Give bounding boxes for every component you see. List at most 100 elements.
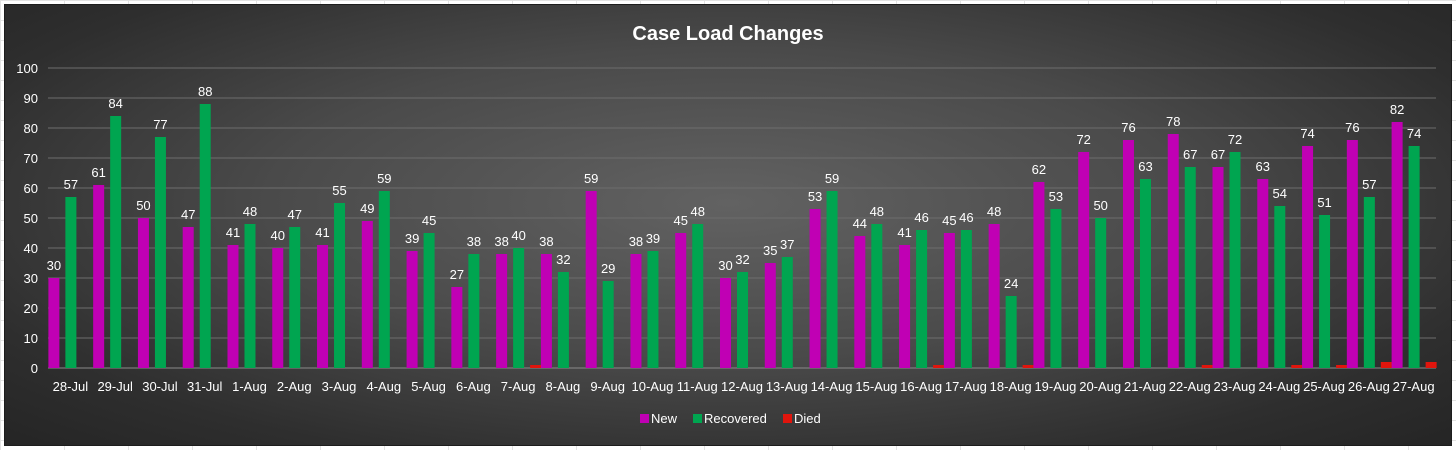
data-label-new: 27 <box>450 267 464 282</box>
data-label-recovered: 59 <box>377 171 391 186</box>
bar-new-4-Aug <box>361 221 373 368</box>
data-label-recovered: 32 <box>735 252 749 267</box>
bar-new-11-Aug <box>675 233 687 368</box>
bar-new-29-Jul <box>93 185 105 368</box>
bar-died-27-Aug <box>1425 362 1437 368</box>
data-label-new: 35 <box>763 243 777 258</box>
bar-new-8-Aug <box>540 254 552 368</box>
bar-recovered-17-Aug <box>960 230 972 368</box>
bar-new-16-Aug <box>899 245 911 368</box>
x-tick-label: 26-Aug <box>1348 379 1390 394</box>
bar-new-26-Aug <box>1346 140 1358 368</box>
data-label-new: 44 <box>853 216 867 231</box>
bar-recovered-11-Aug <box>692 224 704 368</box>
bar-recovered-6-Aug <box>468 254 480 368</box>
bar-new-31-Jul <box>182 227 194 368</box>
x-tick-label: 3-Aug <box>322 379 357 394</box>
x-tick-label: 6-Aug <box>456 379 491 394</box>
legend-swatch-died <box>783 414 792 423</box>
y-tick-label: 10 <box>24 331 38 346</box>
data-label-recovered: 63 <box>1138 159 1152 174</box>
bar-new-6-Aug <box>451 287 463 368</box>
bar-died-16-Aug <box>933 365 945 368</box>
bar-recovered-31-Jul <box>199 104 211 368</box>
data-label-recovered: 54 <box>1273 186 1287 201</box>
data-label-recovered: 46 <box>914 210 928 225</box>
bar-new-10-Aug <box>630 254 642 368</box>
data-label-recovered: 88 <box>198 84 212 99</box>
bar-recovered-26-Aug <box>1363 197 1375 368</box>
bar-new-28-Jul <box>48 278 60 368</box>
data-label-new: 53 <box>808 189 822 204</box>
bar-new-23-Aug <box>1212 167 1224 368</box>
bar-new-25-Aug <box>1302 146 1314 368</box>
legend-label-new[interactable]: New <box>651 411 678 426</box>
bar-recovered-9-Aug <box>602 281 614 368</box>
data-label-recovered: 67 <box>1183 147 1197 162</box>
data-label-new: 38 <box>494 234 508 249</box>
data-label-recovered: 55 <box>332 183 346 198</box>
data-label-recovered: 37 <box>780 237 794 252</box>
x-tick-label: 2-Aug <box>277 379 312 394</box>
bar-recovered-4-Aug <box>378 191 390 368</box>
bar-recovered-23-Aug <box>1229 152 1241 368</box>
data-label-new: 41 <box>226 225 240 240</box>
legend-label-recovered[interactable]: Recovered <box>704 411 767 426</box>
data-label-recovered: 40 <box>511 228 525 243</box>
legend[interactable]: New Recovered Died <box>640 411 821 426</box>
x-tick-label: 13-Aug <box>766 379 808 394</box>
data-label-new: 61 <box>91 165 105 180</box>
bar-recovered-12-Aug <box>737 272 748 368</box>
bar-recovered-28-Jul <box>65 197 77 368</box>
data-label-new: 63 <box>1256 159 1270 174</box>
legend-swatch-recovered <box>693 414 702 423</box>
y-tick-label: 60 <box>24 181 38 196</box>
data-label-new: 39 <box>405 231 419 246</box>
legend-label-died[interactable]: Died <box>794 411 821 426</box>
data-label-new: 74 <box>1300 126 1314 141</box>
data-label-recovered: 50 <box>1093 198 1107 213</box>
bar-recovered-27-Aug <box>1408 146 1420 368</box>
data-label-recovered: 47 <box>288 207 302 222</box>
x-tick-label: 30-Jul <box>142 379 178 394</box>
bar-recovered-3-Aug <box>334 203 346 368</box>
x-tick-label: 11-Aug <box>677 379 718 394</box>
data-label-recovered: 53 <box>1049 189 1063 204</box>
data-label-new: 82 <box>1390 102 1404 117</box>
bar-new-27-Aug <box>1391 122 1403 368</box>
data-label-new: 40 <box>271 228 285 243</box>
bar-recovered-14-Aug <box>826 191 838 368</box>
bar-new-18-Aug <box>988 224 1000 368</box>
bar-new-19-Aug <box>1033 182 1045 368</box>
bar-new-13-Aug <box>764 263 776 368</box>
data-label-new: 45 <box>942 213 956 228</box>
bar-died-25-Aug <box>1336 365 1348 368</box>
x-tick-label: 16-Aug <box>900 379 942 394</box>
x-tick-label: 1-Aug <box>232 379 267 394</box>
x-tick-label: 8-Aug <box>546 379 581 394</box>
data-label-recovered: 48 <box>243 204 257 219</box>
data-label-recovered: 39 <box>646 231 660 246</box>
bar-recovered-7-Aug <box>513 248 525 368</box>
bar-new-3-Aug <box>317 245 329 368</box>
data-label-recovered: 77 <box>153 117 167 132</box>
bar-recovered-25-Aug <box>1319 215 1331 368</box>
bar-recovered-20-Aug <box>1095 218 1107 368</box>
data-label-new: 41 <box>897 225 911 240</box>
bar-new-5-Aug <box>406 251 418 368</box>
data-label-recovered: 59 <box>825 171 839 186</box>
x-tick-label: 4-Aug <box>366 379 401 394</box>
bar-new-24-Aug <box>1257 179 1269 368</box>
y-tick-label: 40 <box>24 241 38 256</box>
bar-new-7-Aug <box>496 254 508 368</box>
data-label-new: 59 <box>584 171 598 186</box>
bar-recovered-30-Jul <box>154 137 166 368</box>
data-label-new: 78 <box>1166 114 1180 129</box>
x-tick-label: 19-Aug <box>1034 379 1076 394</box>
bar-recovered-1-Aug <box>244 224 256 368</box>
x-tick-label: 20-Aug <box>1079 379 1121 394</box>
x-tick-label: 21-Aug <box>1124 379 1166 394</box>
x-tick-label: 7-Aug <box>501 379 536 394</box>
bar-died-22-Aug <box>1201 365 1213 368</box>
x-tick-label: 18-Aug <box>990 379 1032 394</box>
